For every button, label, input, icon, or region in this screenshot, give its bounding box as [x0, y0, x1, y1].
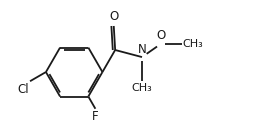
- Text: O: O: [109, 10, 118, 23]
- Text: CH₃: CH₃: [132, 82, 152, 92]
- Text: F: F: [92, 110, 99, 123]
- Text: N: N: [138, 43, 146, 56]
- Text: CH₃: CH₃: [183, 39, 203, 49]
- Text: Cl: Cl: [17, 83, 29, 96]
- Text: O: O: [156, 29, 165, 42]
